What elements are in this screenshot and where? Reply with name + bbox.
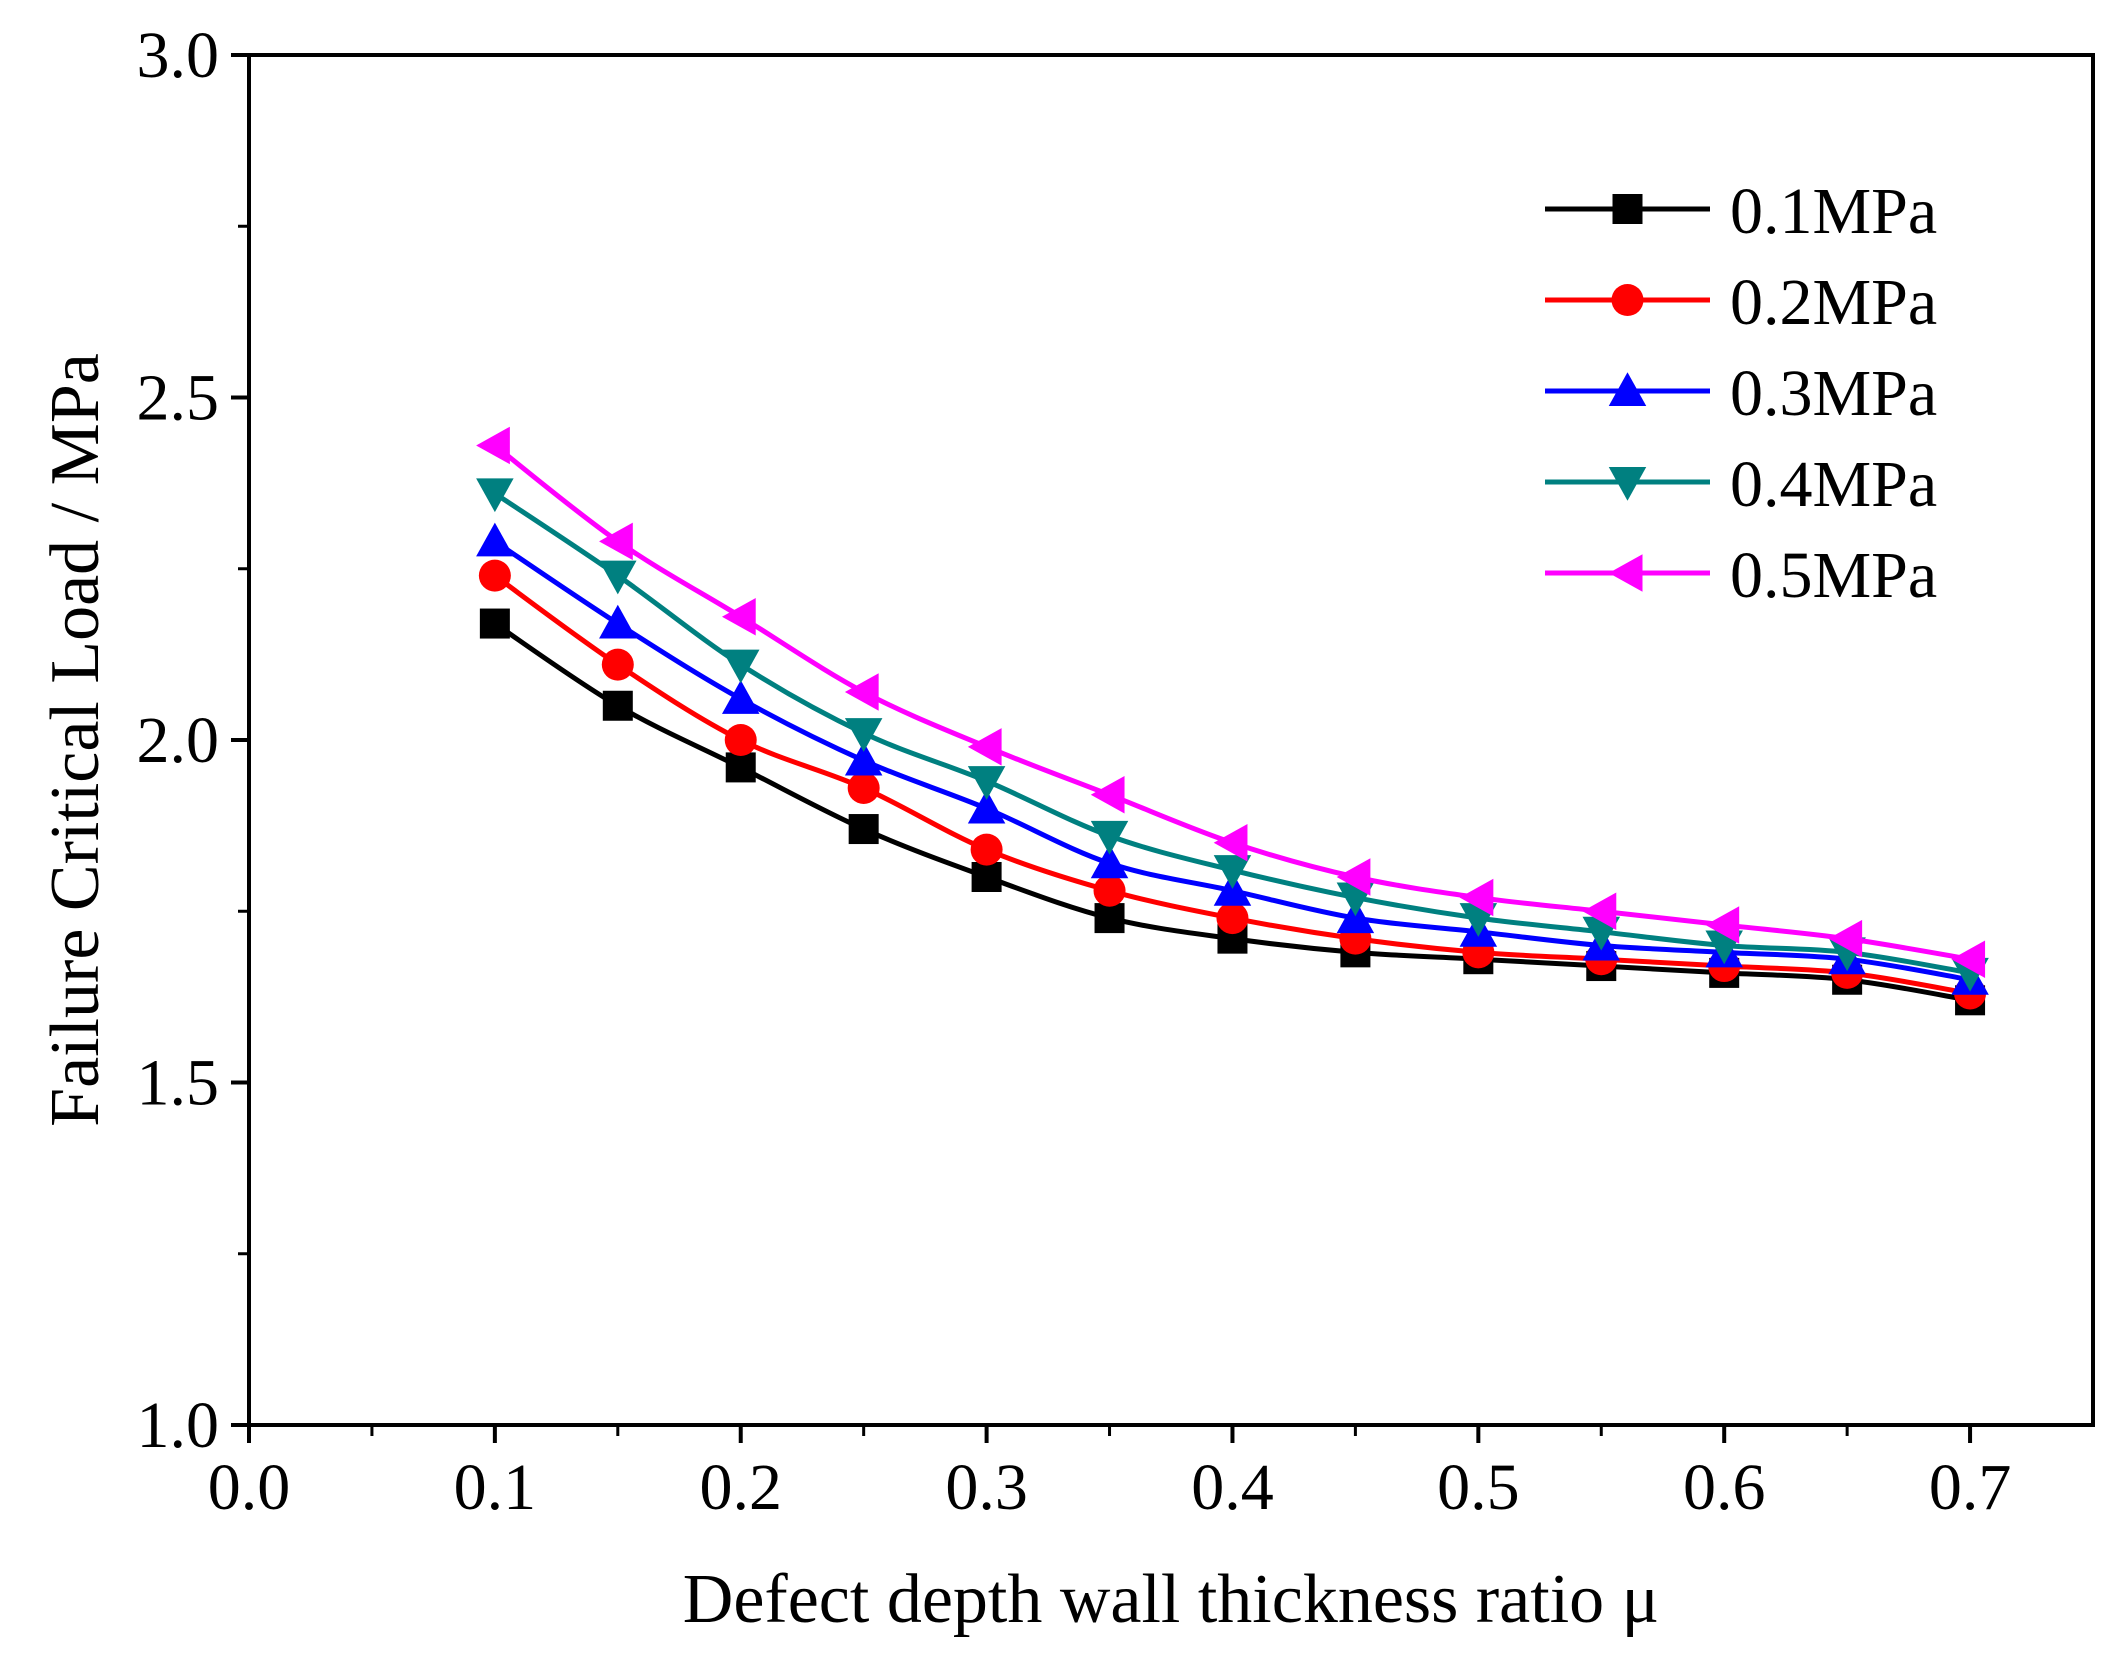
data-point (724, 724, 757, 756)
y-tick-label: 1.0 (137, 1389, 220, 1462)
axis-ticks: 0.0 0.1 0.2 0.3 0.4 0.5 0.6 0.7 1.0 1.5 2.0 2.5 3.0 (137, 19, 2012, 1524)
data-point (476, 522, 514, 557)
data-point (476, 478, 514, 513)
plot-area (247, 53, 2095, 1427)
data-point (1213, 824, 1248, 862)
y-tick-label: 1.5 (137, 1047, 220, 1120)
plot-frame (247, 53, 2095, 1427)
data-point (967, 789, 1006, 824)
x-tick-label: 0.7 (1929, 1451, 2012, 1524)
data-point (1213, 855, 1252, 889)
data-point (725, 752, 756, 783)
legend-item-0.1MPa: 0.1MPa (1545, 175, 1937, 248)
legend-marker (1608, 467, 1647, 501)
data-point (1094, 903, 1125, 934)
data-point (599, 522, 633, 561)
data-point (1951, 940, 1986, 978)
x-tick-label: 0.6 (1683, 1451, 1766, 1524)
data-point (1336, 858, 1371, 896)
legend-item-0.4MPa: 0.4MPa (1545, 448, 1937, 521)
data-point (602, 690, 633, 721)
x-tick-label: 0.4 (1191, 1451, 1274, 1524)
data-point (601, 648, 634, 681)
data-point (844, 718, 883, 752)
y-tick-label: 2.0 (137, 704, 220, 777)
x-tick-label: 0.5 (1437, 1451, 1520, 1524)
x-tick-label: 0.2 (699, 1451, 782, 1524)
data-point (1093, 874, 1126, 907)
data-point (967, 766, 1006, 800)
data-point (721, 649, 760, 684)
legend-label: 0.3MPa (1730, 357, 1937, 430)
data-point (479, 608, 510, 639)
legend-marker (1608, 372, 1647, 406)
y-axis-label: Failure Critical Load / MPa (37, 353, 114, 1127)
data-point (1216, 902, 1249, 935)
data-point (971, 862, 1002, 892)
x-tick-label: 0.0 (208, 1451, 291, 1524)
data-point (1090, 820, 1129, 855)
legend-label: 0.5MPa (1730, 539, 1937, 612)
data-point (1459, 878, 1494, 917)
legend-marker (1611, 284, 1644, 316)
x-axis-label: Defect depth wall thickness ratio μ (683, 1561, 1659, 1638)
legend-label: 0.2MPa (1730, 266, 1937, 339)
data-point (967, 728, 1002, 766)
legend-item-0.5MPa: 0.5MPa (1545, 539, 1937, 612)
data-point (721, 680, 760, 714)
data-point (599, 604, 637, 639)
data-point (847, 771, 880, 804)
series-group (476, 426, 1989, 1016)
y-tick-label: 2.5 (137, 362, 220, 435)
data-point (599, 560, 637, 595)
data-point (970, 833, 1003, 866)
y-tick-label: 3.0 (137, 19, 220, 92)
data-point (844, 673, 879, 711)
legend-item-0.3MPa: 0.3MPa (1545, 357, 1937, 430)
legend-marker (1608, 554, 1643, 592)
data-point (478, 559, 511, 592)
data-point (1705, 906, 1740, 944)
data-point (844, 741, 883, 776)
data-point (476, 426, 510, 465)
series-0.5MPa (476, 426, 1986, 978)
data-point (1828, 919, 1863, 958)
x-tick-label: 0.1 (454, 1451, 537, 1524)
data-point (1582, 892, 1617, 930)
legend-item-0.2MPa: 0.2MPa (1545, 266, 1937, 339)
x-tick-label: 0.3 (945, 1451, 1028, 1524)
data-point (721, 597, 756, 636)
legend: 0.1MPa 0.2MPa 0.3MPa 0.4MPa 0.5MPa (1545, 175, 1937, 612)
legend-label: 0.1MPa (1730, 175, 1937, 248)
data-point (1090, 776, 1125, 814)
legend-marker (1612, 194, 1643, 224)
data-point (1090, 844, 1129, 879)
legend-label: 0.4MPa (1730, 448, 1937, 521)
data-point (848, 814, 879, 845)
